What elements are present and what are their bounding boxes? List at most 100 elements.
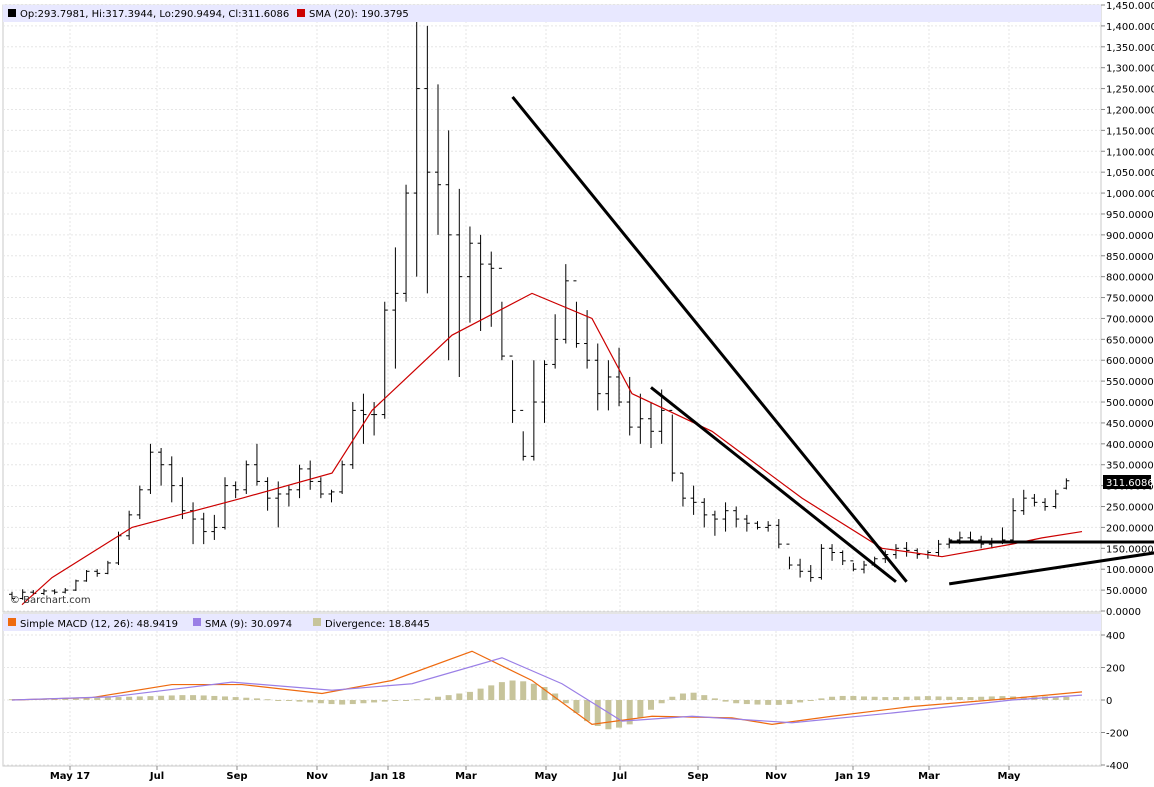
divergence-bar [1020, 696, 1027, 700]
ohlc-bar [222, 477, 228, 530]
ohlc-bar [722, 502, 729, 532]
divergence-bar [477, 688, 484, 700]
divergence-bar [1063, 696, 1070, 700]
divergence-bar [243, 697, 250, 700]
ohlc-bar [807, 565, 814, 582]
ohlc-bar [392, 247, 399, 369]
ohlc-bar [211, 514, 218, 540]
ohlc-bar [850, 560, 857, 572]
ohlc-legend: Op:293.7981, Hi:317.3944, Lo:290.9494, C… [20, 9, 289, 20]
divergence-bar [679, 693, 686, 700]
price-tick-label: 400.0000 [1106, 440, 1154, 451]
divergence-bar [924, 696, 931, 700]
divergence-bar [743, 700, 750, 705]
macd-tick-label: 400 [1106, 631, 1125, 642]
ohlc-bar [818, 544, 825, 580]
divergence-bar [488, 685, 495, 700]
ohlc-bar [168, 456, 175, 503]
ohlc-bar [711, 510, 718, 536]
ohlc-bar [200, 512, 207, 545]
x-tick-label: Jul [612, 771, 627, 782]
x-tick-label: Sep [226, 771, 247, 782]
ohlc-bar [264, 477, 271, 511]
ohlc-bar [701, 498, 708, 528]
ohlc-bar [477, 234, 484, 331]
divergence-bar [711, 698, 718, 700]
ohlc-bar [530, 360, 537, 461]
ohlc-bar [573, 280, 580, 348]
ohlc-bar [72, 579, 79, 591]
divergence-bar [658, 700, 665, 704]
ohlc-bar [1010, 498, 1017, 543]
last-price-label: 311.6086 [1106, 478, 1154, 489]
price-tick-label: 450.0000 [1106, 419, 1154, 430]
ohlc-bar [552, 314, 559, 369]
divergence-bar [616, 700, 623, 728]
divergence-bar [456, 693, 463, 700]
ohlc-bar [339, 460, 346, 494]
divergence-bar [136, 696, 143, 700]
price-tick-label: 1,350.000 [1106, 43, 1154, 54]
price-tick-label: 1,250.000 [1106, 85, 1154, 96]
macd-tick-label: 200 [1106, 664, 1125, 675]
divergence-bar [946, 696, 953, 700]
divergence-bar [445, 695, 452, 700]
divergence-bar [935, 696, 942, 700]
divergence-bar [275, 700, 282, 701]
ohlc-bar [498, 267, 505, 361]
divergence-bar [786, 700, 793, 705]
ohlc-bar [903, 542, 910, 557]
last-price-box [1103, 475, 1151, 489]
ohlc-bar [520, 409, 527, 461]
divergence-bar [882, 697, 889, 700]
ohlc-bar [51, 589, 58, 595]
sma-line [21, 292, 1083, 606]
divergence-bar [179, 695, 186, 700]
macd-panel [2, 613, 1102, 767]
divergence-bar [381, 700, 388, 702]
divergence-bar [562, 700, 569, 704]
price-tick-label: 500.0000 [1106, 398, 1154, 409]
divergence-bar [147, 696, 154, 700]
ohlc-bar [349, 402, 356, 469]
divergence-bar [1052, 696, 1059, 700]
divergence-bar [158, 695, 165, 700]
ohlc-bar [509, 355, 516, 423]
price-tick-label: 0.0000 [1106, 607, 1141, 618]
ohlc-bar [733, 506, 740, 528]
x-tick-label: May 17 [50, 771, 90, 782]
x-tick-label: Nov [765, 771, 787, 782]
divergence-bar [956, 697, 963, 700]
ohlc-bar [679, 472, 686, 507]
ohlc-bar [456, 188, 463, 377]
divergence-legend: Divergence: 18.8445 [325, 619, 430, 630]
ohlc-bar [424, 25, 431, 294]
divergence-bar [807, 700, 814, 701]
divergence-bar [435, 696, 441, 700]
ohlc-bar [797, 558, 804, 578]
divergence-bar [200, 695, 207, 700]
divergence-bar [509, 680, 516, 700]
ohlc-bar [147, 443, 154, 494]
sma-legend: SMA (20): 190.3795 [309, 9, 409, 20]
ohlc-bar [275, 481, 282, 528]
divergence-bar [999, 696, 1006, 700]
price-tick-label: 1,050.000 [1106, 168, 1154, 179]
watermark: © Barchart.com [10, 595, 91, 606]
price-tick-label: 1,100.000 [1106, 147, 1154, 158]
divergence-bar [988, 696, 995, 700]
ohlc-bar [1042, 498, 1049, 511]
divergence-bar [424, 698, 431, 700]
divergence-bar [541, 687, 548, 700]
divergence-bar [520, 681, 527, 700]
ohlc-bar [232, 481, 239, 499]
ohlc-bar [541, 360, 548, 423]
ohlc-bar [126, 510, 133, 540]
x-tick-label: Jan 19 [835, 771, 871, 782]
divergence-bar [328, 700, 335, 705]
ohlc-bar [413, 17, 420, 277]
ohlc-bar [839, 550, 846, 566]
divergence-bar [765, 700, 772, 705]
ohlc-bar [892, 544, 899, 559]
ohlc-bar [754, 521, 761, 530]
